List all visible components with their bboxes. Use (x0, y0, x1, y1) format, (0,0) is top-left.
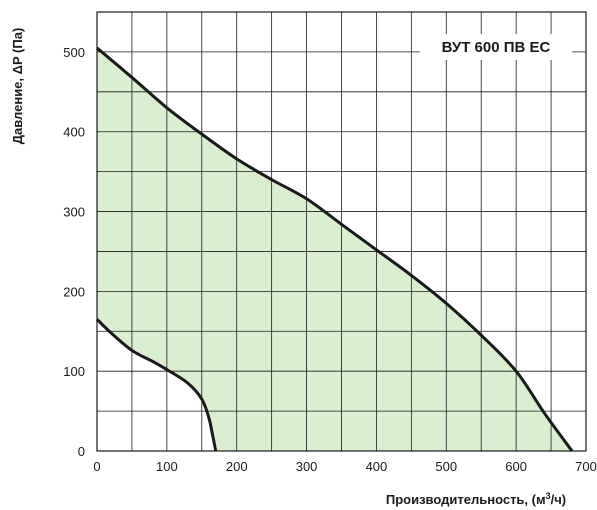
plot-frame (96, 11, 587, 452)
upper-curve-line (96, 46, 574, 452)
y-tick-label: 300 (63, 205, 85, 220)
model-label-background (420, 34, 572, 60)
x-tick-label: 100 (156, 459, 178, 474)
model-label: ВУТ 600 ПВ ЕС (442, 39, 551, 56)
y-tick-label: 0 (78, 444, 85, 459)
y-tick-label: 200 (63, 284, 85, 299)
x-tick-label: 700 (575, 459, 597, 474)
y-axis-title: Давление, ΔP (Па) (10, 28, 25, 145)
operating-area (97, 47, 573, 452)
x-axis-title: Производительность, (м3/ч) (386, 491, 566, 507)
x-tick-label: 200 (226, 459, 248, 474)
x-tick-label: 0 (93, 459, 100, 474)
x-tick-label: 500 (435, 459, 457, 474)
x-tick-label: 400 (366, 459, 388, 474)
y-tick-label: 400 (63, 125, 85, 140)
x-tick-labels: 0 100 200 300 400 500 600 700 (93, 459, 596, 474)
y-tick-label: 100 (63, 364, 85, 379)
model-label-box: ВУТ 600 ПВ ЕС (420, 34, 572, 60)
x-tick-label: 600 (505, 459, 527, 474)
lower-curve-line (95, 318, 218, 452)
grid (97, 12, 586, 451)
y-tick-labels: 0 100 200 300 400 500 (63, 45, 85, 459)
x-tick-label: 300 (296, 459, 318, 474)
y-tick-label: 500 (63, 45, 85, 60)
